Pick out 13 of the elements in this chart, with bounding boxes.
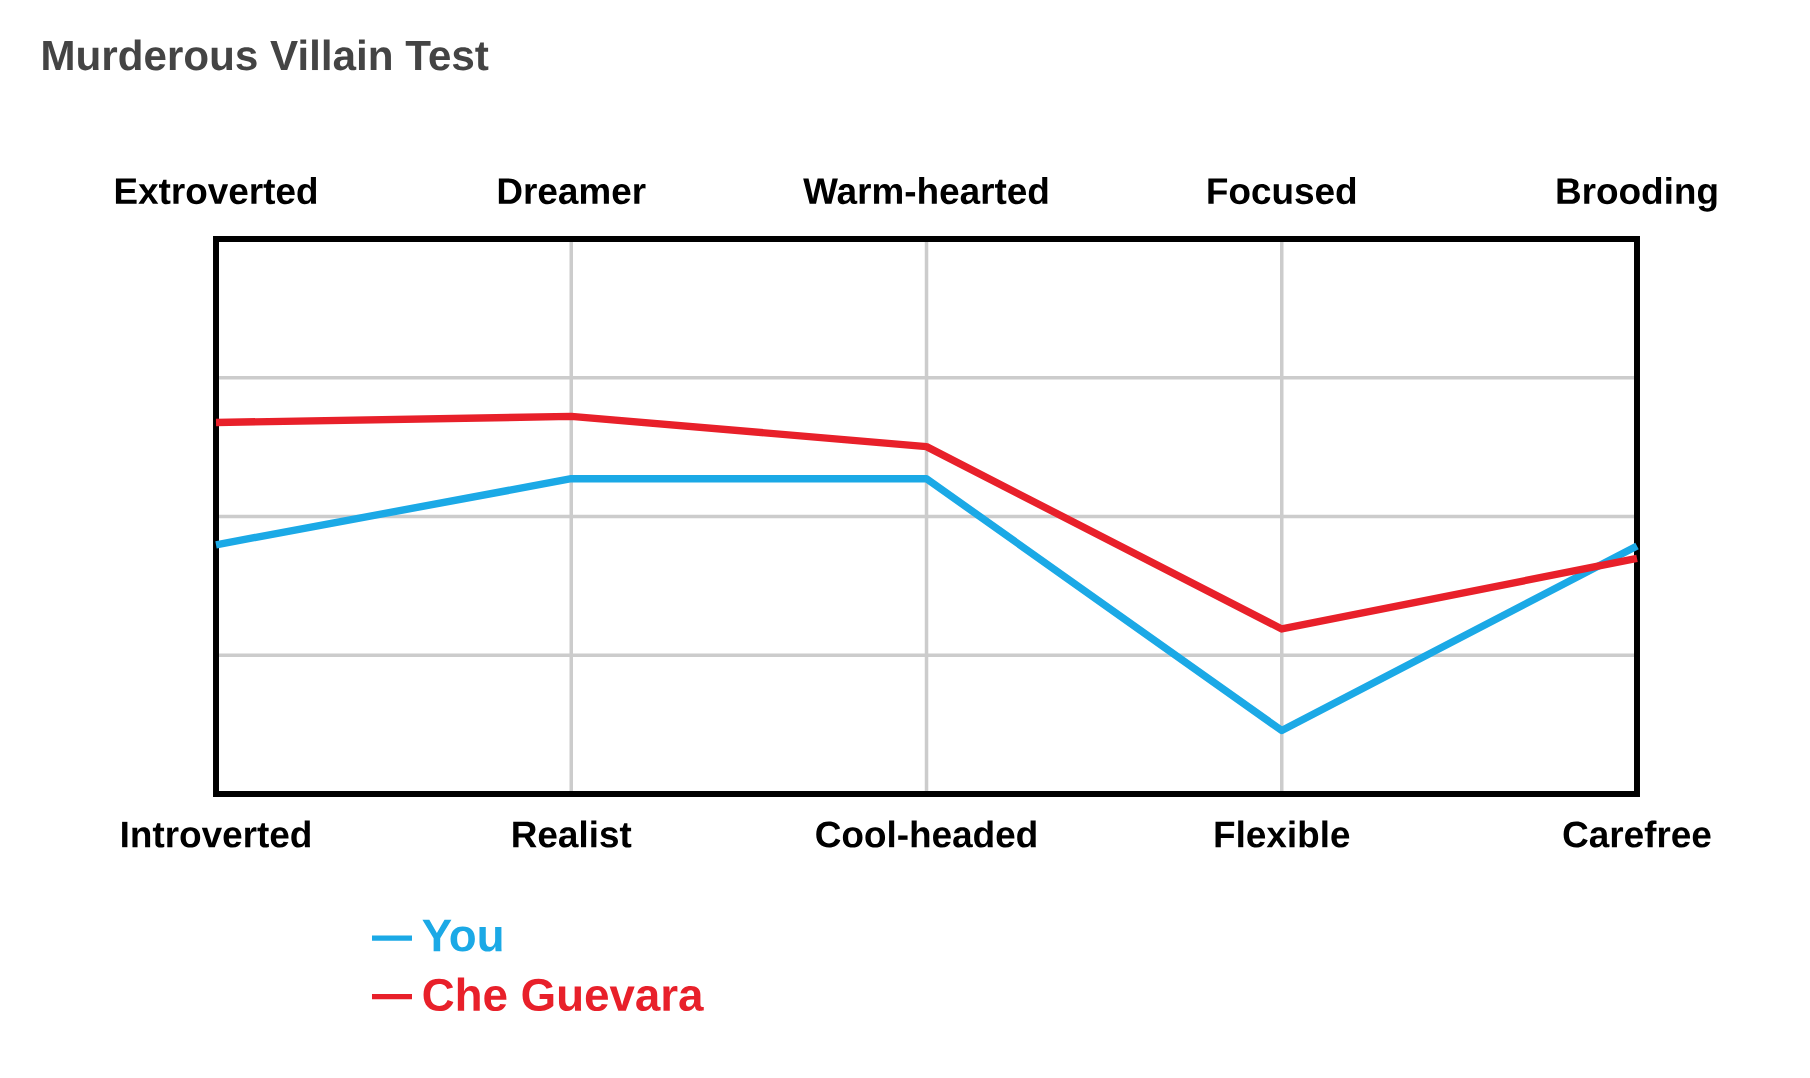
text: Brooding <box>1557 177 1717 212</box>
chart-title: Murderous Villain Test <box>43 39 489 71</box>
x-tick-label: Introverted <box>122 820 310 848</box>
legend-label: You <box>422 919 502 952</box>
legend-label: Che Guevara <box>423 977 704 1012</box>
text: Warm-hearted <box>803 177 1048 205</box>
x-tick-label: Carefree <box>1563 820 1711 848</box>
text: Dreamer <box>498 178 646 205</box>
text: Extroverted <box>115 177 317 205</box>
text: Focused <box>1208 177 1356 205</box>
x-tick-label: Flexible <box>1215 820 1350 848</box>
x-tick-label: Realist <box>513 820 632 848</box>
x-tick-label: Cool-headed <box>816 820 1036 848</box>
